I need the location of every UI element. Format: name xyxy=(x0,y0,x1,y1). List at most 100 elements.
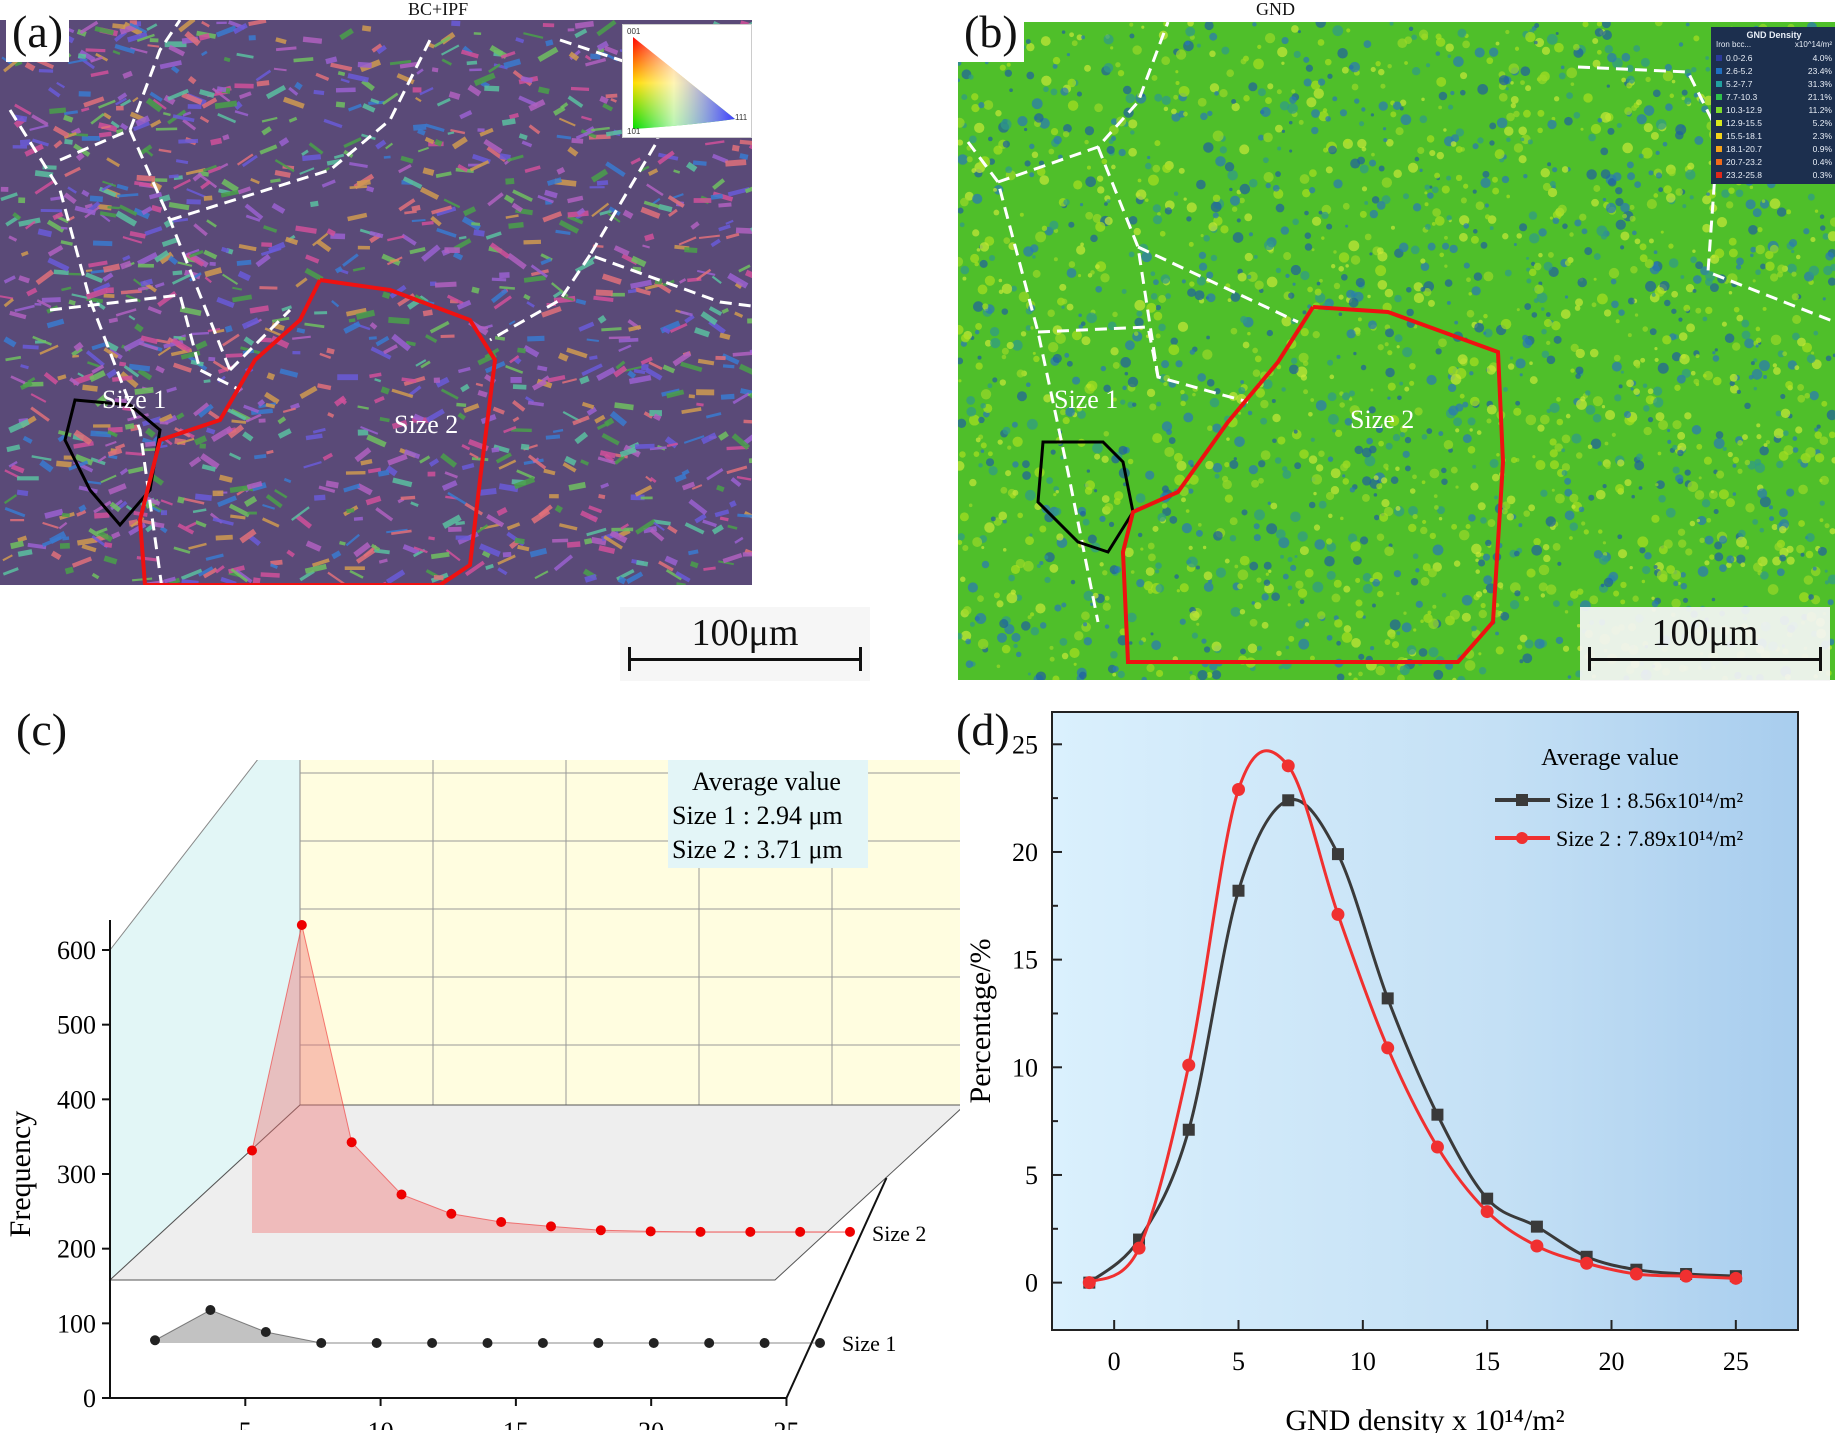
data-point-size2 xyxy=(1679,1269,1693,1283)
gnd-legend-title: GND Density xyxy=(1746,30,1802,40)
y-tick-label: 400 xyxy=(57,1085,96,1114)
y-tick-label: 100 xyxy=(57,1309,96,1338)
ipf-triangle-icon xyxy=(633,37,735,129)
gnd-legend-swatch xyxy=(1716,54,1722,61)
data-point-size1 xyxy=(1232,884,1245,897)
ipf-corner-001: 001 xyxy=(627,27,641,36)
y-tick-label: 10 xyxy=(1012,1053,1038,1082)
size1-label-a: Size 1 xyxy=(102,385,167,414)
gnd-legend-range: 20.7-23.2 xyxy=(1726,156,1762,167)
average-value-annotation: Average value Size 1 : 2.94 μm Size 2 : 3.… xyxy=(668,760,868,868)
gnd-legend-percent: 0.3% xyxy=(1812,169,1832,180)
data-point-size2 xyxy=(1281,759,1295,773)
data-point-size1 xyxy=(648,1338,659,1348)
ipf-corner-101: 101 xyxy=(627,127,641,136)
data-point-size2 xyxy=(546,1221,556,1232)
series-area-1 xyxy=(155,1310,820,1343)
data-point-size2 xyxy=(695,1226,706,1237)
gnd-legend-range: 0.0-2.6 xyxy=(1726,52,1753,63)
data-point-size1 xyxy=(205,1305,216,1315)
gnd-legend-percent: 0.4% xyxy=(1812,156,1832,167)
y-tick-label: 0 xyxy=(1025,1269,1038,1298)
gnd-legend-percent: 21.1% xyxy=(1807,91,1832,102)
y-tick-label: 200 xyxy=(57,1235,96,1264)
data-point-size2 xyxy=(296,920,307,930)
gnd-legend-row: 7.7-10.3 21.1% xyxy=(1716,90,1832,103)
data-point-size2 xyxy=(446,1208,457,1219)
data-point-size1 xyxy=(537,1338,548,1348)
gnd-legend-phase: Iron bcc... xyxy=(1716,40,1752,49)
x-tick-label: 15 xyxy=(1474,1347,1500,1376)
data-point-size1 xyxy=(150,1335,160,1346)
data-point-size2 xyxy=(346,1137,357,1148)
data-point-size2 xyxy=(1132,1241,1146,1255)
gnd-legend-range: 10.3-12.9 xyxy=(1726,104,1762,115)
data-point-size1 xyxy=(482,1338,493,1348)
gnd-legend-range: 5.2-7.7 xyxy=(1726,78,1753,89)
y-axis-label: Percentage/% xyxy=(964,939,997,1104)
y-tick-label: 0 xyxy=(83,1384,96,1413)
gnd-legend-row: 20.7-23.2 0.4% xyxy=(1716,155,1832,168)
data-point-size1 xyxy=(371,1338,382,1348)
y-tick-label: 15 xyxy=(1012,946,1038,975)
y-axis-label: Frequency xyxy=(4,1111,37,1238)
gnd-legend-row: 2.6-5.2 23.4% xyxy=(1716,64,1832,77)
data-point-size1 xyxy=(1331,848,1344,861)
data-point-size2 xyxy=(745,1226,756,1237)
x-tick-label: 20 xyxy=(638,1417,664,1430)
gnd-legend-row: 10.3-12.9 11.2% xyxy=(1716,103,1832,116)
size1-label-b: Size 1 xyxy=(1054,385,1119,414)
data-point-size1 xyxy=(316,1338,327,1348)
ipf-corner-111: 111 xyxy=(735,113,748,122)
x-tick-label: 10 xyxy=(368,1417,394,1430)
gnd-legend-percent: 23.4% xyxy=(1807,65,1832,76)
gnd-legend-range: 18.1-20.7 xyxy=(1726,143,1762,154)
gnd-density-legend: GND Density Iron bcc... x10^14/m² 0.0-2.6… xyxy=(1711,27,1835,184)
y-tick-label: 300 xyxy=(57,1160,96,1189)
gnd-legend-percent: 2.3% xyxy=(1812,130,1832,141)
gnd-legend-swatch xyxy=(1716,93,1722,100)
y-tick-label: 5 xyxy=(1025,1161,1038,1190)
gnd-legend-row: 5.2-7.7 31.3% xyxy=(1716,77,1832,90)
gnd-legend-row: 15.5-18.1 2.3% xyxy=(1716,129,1832,142)
annotation-line: Size 1 : 2.94 μm xyxy=(672,801,843,830)
panel-b-label: (b) xyxy=(958,2,1024,62)
data-point-size2 xyxy=(1629,1267,1643,1281)
series-label-size2: Size 2 xyxy=(872,1221,926,1246)
x-tick-label: 5 xyxy=(1232,1347,1245,1376)
gnd-legend-swatch xyxy=(1716,119,1722,126)
y-tick-label: 600 xyxy=(57,936,96,965)
data-point-size1 xyxy=(704,1338,715,1348)
series-area-2 xyxy=(252,925,850,1233)
legend-entry: Size 1 : 8.56x10¹⁴/m² xyxy=(1556,788,1743,813)
gnd-legend-swatch xyxy=(1716,132,1722,139)
panel-a-title: BC+IPF xyxy=(408,0,469,19)
annotation-title: Average value xyxy=(692,767,841,796)
panel-a-label: (a) xyxy=(6,2,70,62)
data-point-size2 xyxy=(1729,1271,1743,1285)
legend-entry: Size 2 : 7.89x10¹⁴/m² xyxy=(1556,826,1743,851)
data-point-size1 xyxy=(815,1338,825,1348)
gnd-legend-range: 7.7-10.3 xyxy=(1726,91,1758,102)
gnd-legend-range: 15.5-18.1 xyxy=(1726,130,1762,141)
y-tick-label: 25 xyxy=(1012,730,1038,759)
data-point-size2 xyxy=(1480,1205,1494,1219)
legend-title: Average value xyxy=(1541,745,1678,771)
gnd-legend-range: 23.2-25.8 xyxy=(1726,169,1762,180)
gnd-legend-range: 2.6-5.2 xyxy=(1726,65,1753,76)
gnd-legend-swatch xyxy=(1716,80,1722,87)
x-tick-label: 25 xyxy=(1723,1347,1749,1376)
data-point-size1 xyxy=(593,1338,604,1348)
plot-area xyxy=(1051,711,1799,1331)
size2-label-b: Size 2 xyxy=(1350,405,1415,434)
data-point-size1 xyxy=(759,1338,770,1348)
scale-bar-a-label: 100μm xyxy=(691,612,799,654)
data-point-size1 xyxy=(1530,1220,1543,1233)
data-point-size2 xyxy=(396,1189,407,1200)
gnd-legend-percent: 11.2% xyxy=(1808,104,1832,115)
gnd-legend-unit: x10^14/m² xyxy=(1794,40,1832,49)
data-point-size2 xyxy=(1580,1256,1594,1270)
data-point-size2 xyxy=(795,1226,806,1237)
data-point-size1 xyxy=(427,1338,438,1348)
gnd-legend-swatch xyxy=(1716,145,1722,152)
